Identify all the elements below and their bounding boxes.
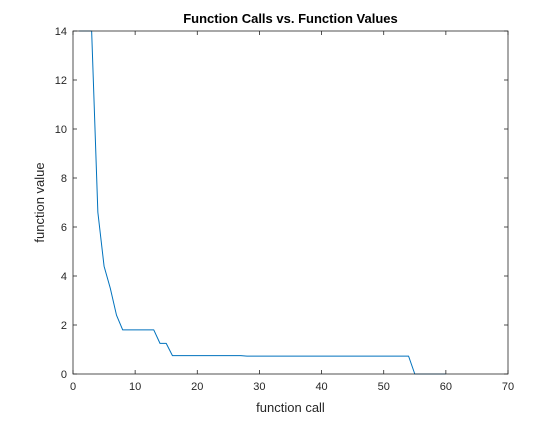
x-tick-label: 0	[70, 381, 76, 393]
y-tick-label: 0	[61, 369, 67, 381]
x-tick-label: 60	[440, 381, 452, 393]
x-tick-label: 30	[253, 381, 265, 393]
plot-frame	[72, 30, 509, 375]
x-tick-label: 40	[315, 381, 327, 393]
x-axis-ticks: 0 10 20 30 40 50 60 70	[70, 31, 514, 393]
x-tick-label: 70	[502, 381, 514, 393]
y-tick-label: 10	[55, 124, 67, 136]
chart-title: Function Calls vs. Function Values	[183, 11, 398, 26]
y-axis-label: function value	[32, 162, 47, 242]
y-axis-ticks: 0 2 4 6 8 10 12 14	[55, 26, 508, 381]
series-line-0	[79, 30, 446, 375]
y-tick-label: 4	[61, 271, 67, 283]
series-layer	[79, 30, 446, 375]
x-axis-label: function call	[256, 400, 325, 415]
axes-box	[72, 30, 509, 375]
y-tick-label: 8	[61, 173, 67, 185]
x-tick-label: 10	[129, 381, 141, 393]
x-tick-label: 20	[191, 381, 203, 393]
y-tick-label: 12	[55, 75, 67, 87]
y-tick-label: 2	[61, 320, 67, 332]
y-tick-label: 6	[61, 222, 67, 234]
x-tick-label: 50	[378, 381, 390, 393]
y-tick-label: 14	[55, 26, 67, 38]
